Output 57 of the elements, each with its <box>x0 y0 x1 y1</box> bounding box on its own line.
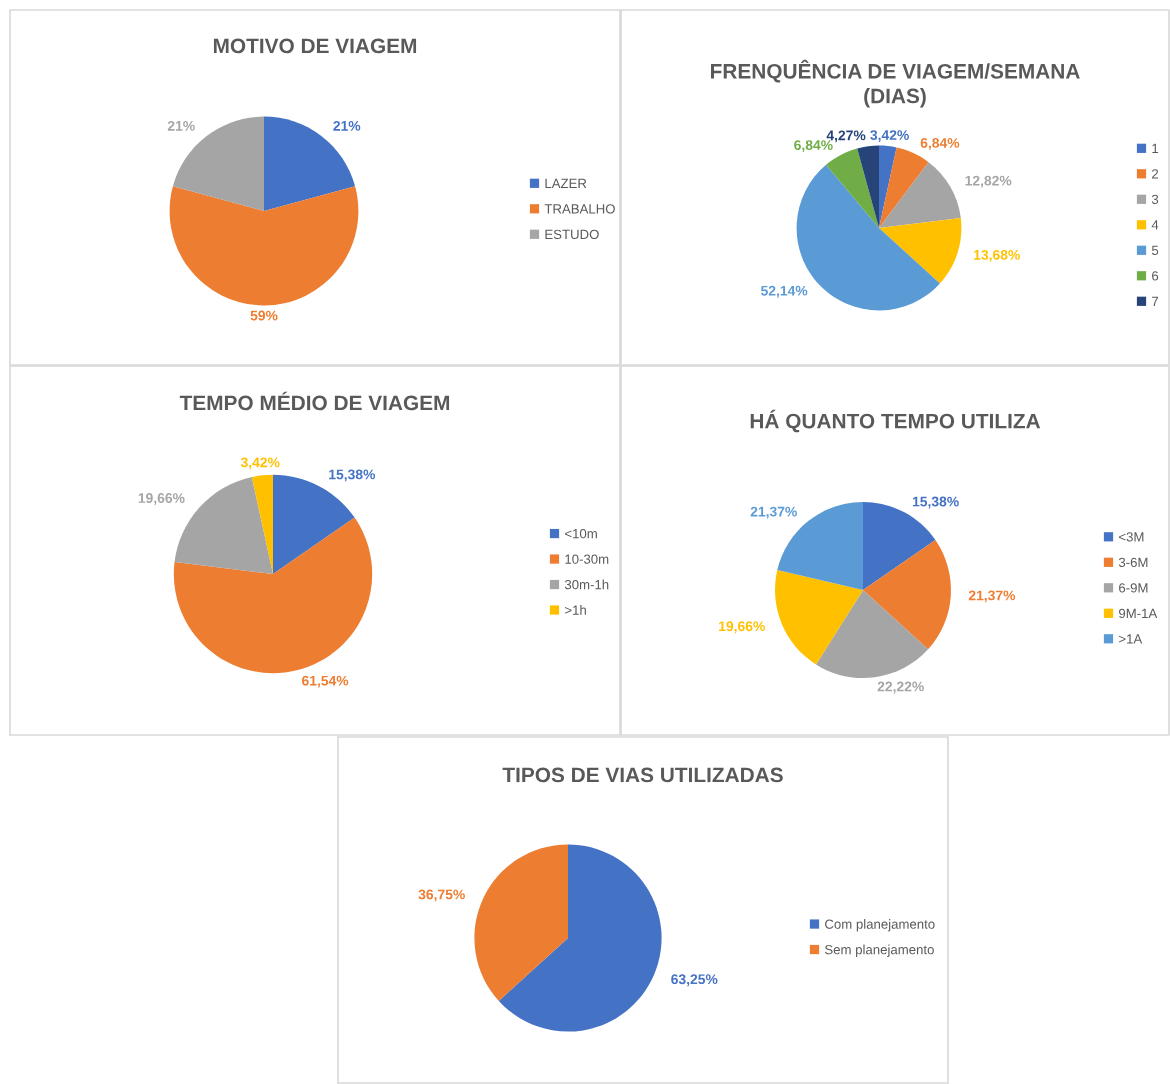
pie-slice <box>879 218 962 284</box>
data-label: 52,14% <box>761 285 808 298</box>
pie-slice <box>169 186 359 306</box>
legend-label: 6 <box>1152 271 1159 281</box>
pie-slice <box>879 145 897 228</box>
legend-label: 6-9M <box>1119 583 1148 593</box>
legend-label: 10-30m <box>565 554 609 564</box>
pie-slice <box>815 590 929 678</box>
legend-label: 2 <box>1152 169 1159 179</box>
legend-label: TRABALHO <box>544 204 615 214</box>
pie-slice <box>498 844 662 1032</box>
data-label: 21,37% <box>750 506 797 519</box>
legend-label: 5 <box>1151 245 1159 256</box>
pie-slice <box>857 145 879 228</box>
pie-slice <box>251 474 273 574</box>
legend-label: 3 <box>1151 194 1159 205</box>
chart-title: MOTIVO DE VIAGEM <box>213 38 417 54</box>
legend-label: Com planejamento <box>825 919 935 932</box>
data-label: 3,42% <box>240 457 280 470</box>
chart-title: TEMPO MÉDIO DE VIAGEM <box>179 391 450 411</box>
data-label: 36,75% <box>418 889 465 902</box>
legend-label: 4 <box>1151 220 1159 230</box>
legend-label: Sem planejamento <box>824 944 934 957</box>
chart-title: HÁ QUANTO TEMPO UTILIZA <box>750 409 1041 433</box>
legend-label: LAZER <box>545 178 587 188</box>
legend-label: ESTUDO <box>545 229 599 240</box>
data-label: 21,37% <box>968 590 1016 603</box>
legend-label: >1h <box>565 605 586 615</box>
legend-label: <10m <box>565 528 597 539</box>
legend-label: >1A <box>1119 634 1143 644</box>
data-label: 19,66% <box>719 621 765 634</box>
data-label: 61,54% <box>302 675 349 688</box>
data-label: 21% <box>333 120 361 131</box>
data-label: 63,25% <box>671 974 718 987</box>
pie-slice <box>775 570 863 665</box>
data-label: 15,38% <box>912 496 959 509</box>
pie-slice <box>173 517 373 674</box>
legend-label: 1 <box>1152 143 1159 153</box>
data-label: 3,42% <box>870 130 909 142</box>
data-label: 19,66% <box>138 493 185 505</box>
data-label: 21% <box>167 120 195 131</box>
pie-slice <box>879 162 961 228</box>
pie-slice <box>474 844 568 1001</box>
legend-label: <3M <box>1119 532 1144 542</box>
chart-title: FRENQUÊNCIA DE VIAGEM/SEMANA (DIAS) <box>711 59 1080 108</box>
legend-label: 30m-1h <box>564 579 609 590</box>
pie-slice <box>863 539 951 650</box>
data-label: 6,84% <box>920 138 960 150</box>
legend-label: 7 <box>1152 296 1159 306</box>
data-label: 12,82% <box>965 175 1012 188</box>
data-label: 13,68% <box>974 249 1020 262</box>
legend-label: 9M-1A <box>1119 608 1158 619</box>
data-label: 15,38% <box>329 469 376 482</box>
data-label: 22,22% <box>877 681 924 694</box>
chart-title: TIPOS DE VIAS UTILIZADAS <box>502 767 783 783</box>
data-label: 59% <box>250 310 278 321</box>
legend-label: 3-6M <box>1118 557 1148 568</box>
